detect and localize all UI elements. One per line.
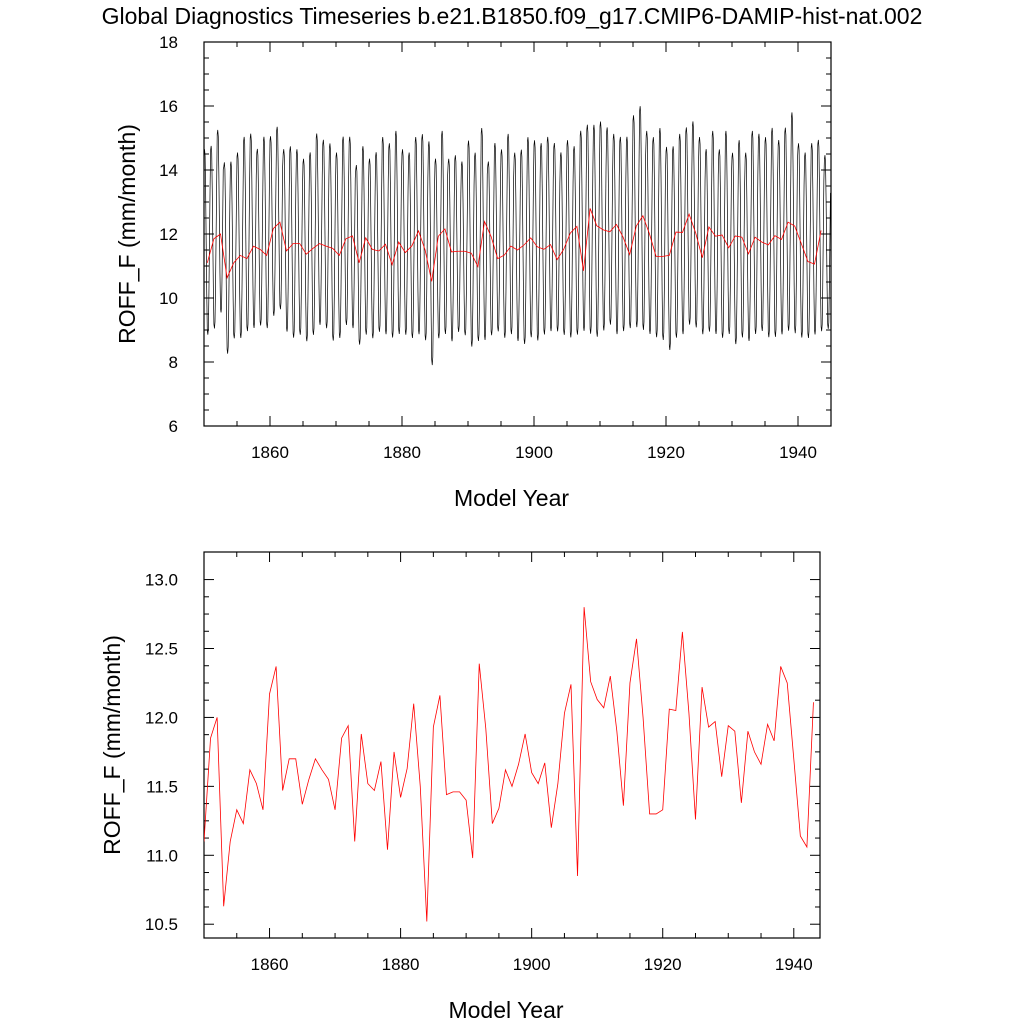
chart-title: Global Diagnostics Timeseries b.e21.B185… [102,3,923,29]
bottom-y-tick-label: 10.5 [145,915,178,934]
top-y-tick-label: 8 [169,353,178,372]
bottom-x-tick-label: 1920 [644,955,682,974]
bottom-annual-series-line [204,607,814,922]
bottom-x-tick-label: 1900 [513,955,551,974]
top-monthly-series-line [204,106,831,366]
bottom-x-tick-label: 1940 [775,955,813,974]
top-plot-frame [203,41,832,427]
top-y-tick-label: 6 [169,417,178,436]
bottom-x-tick-label: 1860 [251,955,289,974]
bottom-y-tick-label: 13.0 [145,571,178,590]
bottom-plot-frame [203,551,821,939]
top-panel: 1860 1880 1900 1920 1940 6 8 10 12 14 16 18 Model Ye… [114,33,832,511]
top-y-tick-label: 10 [159,289,178,308]
top-y-axis-title: ROFF_F (mm/month) [114,124,140,344]
bottom-y-tick-label: 11.0 [146,846,178,865]
top-x-tick-label: 1920 [647,443,685,462]
bottom-y-tick-label: 11.5 [146,777,178,796]
bottom-x-tick-label: 1880 [382,955,420,974]
bottom-y-axis-title: ROFF_F (mm/month) [99,635,125,855]
top-x-axis-title: Model Year [454,485,569,511]
top-x-tick-label: 1880 [383,443,421,462]
top-x-tick-label: 1900 [515,443,553,462]
top-y-tick-label: 12 [159,225,178,244]
top-y-tick-label: 18 [159,33,178,52]
bottom-x-axis-title: Model Year [448,997,563,1023]
top-y-tick-label: 16 [159,97,178,116]
top-annual-series-line [206,208,822,282]
top-y-tick-label: 14 [159,161,178,180]
top-x-tick-label: 1860 [251,443,289,462]
bottom-y-tick-label: 12.5 [145,640,178,659]
bottom-panel: 1860 1880 1900 1920 1940 10.5 11.0 11.5 12.0 12.5… [99,551,821,1023]
top-x-tick-label: 1940 [779,443,817,462]
bottom-y-tick-label: 12.0 [145,708,178,727]
